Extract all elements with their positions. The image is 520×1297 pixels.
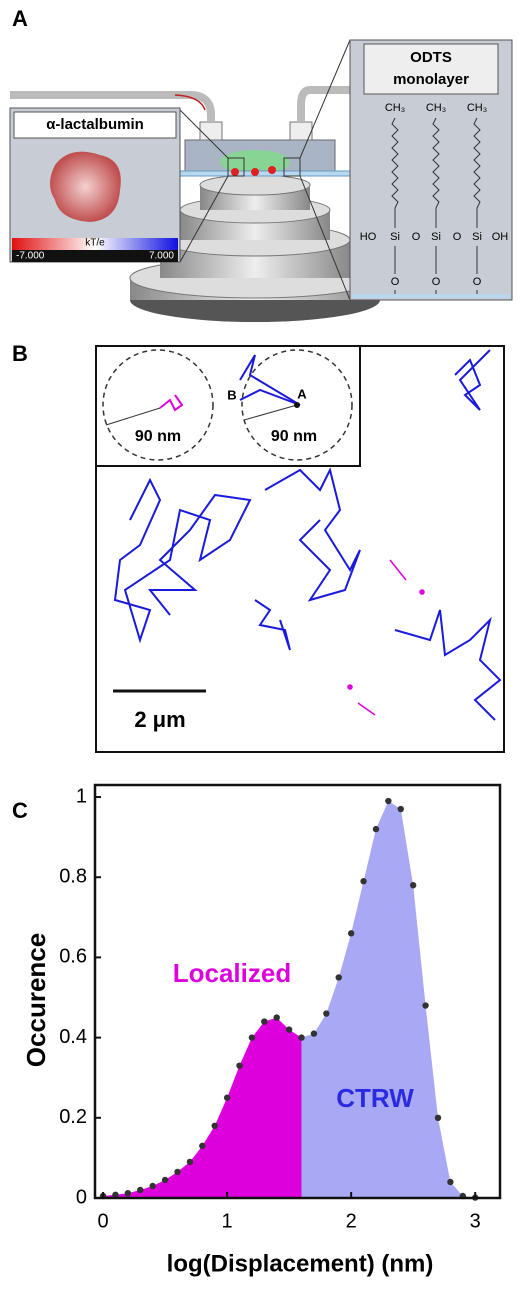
plot-frame (93, 783, 502, 1200)
dot (273, 1014, 280, 1021)
microscope (10, 39, 381, 322)
atom: Si (390, 231, 400, 243)
atom: O (453, 231, 462, 243)
protein-inset: α-lactalbumin kT/e -7.000 7.000 (9, 107, 181, 263)
panel-label: B (12, 341, 28, 366)
dot (447, 1178, 454, 1186)
dot (174, 1168, 181, 1176)
protein-title: α-lactalbumin (46, 116, 144, 133)
point-label: B (227, 387, 236, 402)
chain-end: CH₃ (426, 102, 446, 114)
chain-end: CH₃ (385, 102, 405, 114)
monolayer-title: ODTS (410, 49, 452, 66)
dot (360, 878, 367, 885)
dot (199, 1142, 206, 1150)
dot (112, 1191, 119, 1198)
atom: OH (492, 231, 509, 243)
monolayer-inset: ODTS monolayer CH₃ CH₃ CH₃ HO Si O Si O … (349, 39, 513, 301)
region-label: CTRW (336, 1083, 414, 1113)
dot (186, 1158, 194, 1166)
x-tick-label: 3 (470, 1210, 481, 1232)
trajectories (95, 345, 505, 753)
atom: Si (431, 231, 441, 243)
dot (236, 1062, 243, 1069)
dot (124, 1189, 132, 1197)
dot (161, 1176, 169, 1184)
panel-label: A (12, 6, 28, 31)
localized-markers (347, 559, 425, 716)
dot (211, 1122, 218, 1130)
dot (397, 805, 404, 813)
colorbar-unit: kT/e (85, 238, 105, 249)
dot (137, 1186, 144, 1194)
dot (323, 1010, 330, 1017)
x-axis-label: log(Displacement) (nm) (167, 1250, 434, 1277)
colorbar-min: -7.000 (16, 251, 45, 262)
y-tick-label: 1 (76, 785, 87, 807)
chain-end: CH₃ (467, 102, 487, 114)
dot (409, 882, 417, 889)
dot (335, 974, 342, 981)
dot (347, 930, 355, 937)
point-label: A (297, 386, 307, 401)
dot (248, 1034, 256, 1041)
dot (422, 1002, 429, 1009)
panel-label: C (12, 798, 28, 823)
y-tick-label: 0.8 (59, 866, 87, 888)
y-tick-label: 0 (76, 1186, 87, 1208)
x-tick-label: 1 (222, 1210, 233, 1232)
dot (385, 797, 392, 805)
y-tick-label: 0.4 (59, 1026, 87, 1048)
y-tick-label: 0.2 (59, 1106, 87, 1128)
area (103, 1017, 302, 1198)
dot (285, 1026, 293, 1033)
monolayer-title: monolayer (393, 71, 469, 88)
area (301, 801, 476, 1198)
atom: O (391, 276, 400, 288)
dot (149, 1182, 156, 1190)
dot (434, 1114, 442, 1122)
atom: O (412, 231, 421, 243)
dot (261, 1018, 268, 1025)
atom: Si (472, 231, 482, 243)
x-tick-label: 0 (98, 1210, 109, 1232)
radius-label: 90 nm (135, 428, 181, 445)
dot (372, 825, 380, 833)
plot: Localized CTRW 0 0.2 0.4 0.6 0.8 1 0 1 2 3 (59, 783, 502, 1232)
atom: O (473, 276, 482, 288)
colorbar-max: 7.000 (149, 251, 174, 262)
x-tick-label: 2 (346, 1210, 357, 1232)
inset: 90 nm 90 nm A B (95, 345, 361, 467)
y-axis-label: Occurence (21, 933, 51, 1067)
atom: HO (360, 231, 377, 243)
y-tick-label: 0.6 (59, 946, 87, 968)
dot (310, 1030, 318, 1037)
atom: O (432, 276, 441, 288)
dot (223, 1094, 231, 1101)
region-label: Localized (173, 958, 291, 988)
radius-label: 90 nm (271, 428, 317, 445)
scale-label: 2 μm (134, 707, 185, 732)
dot (298, 1034, 305, 1041)
